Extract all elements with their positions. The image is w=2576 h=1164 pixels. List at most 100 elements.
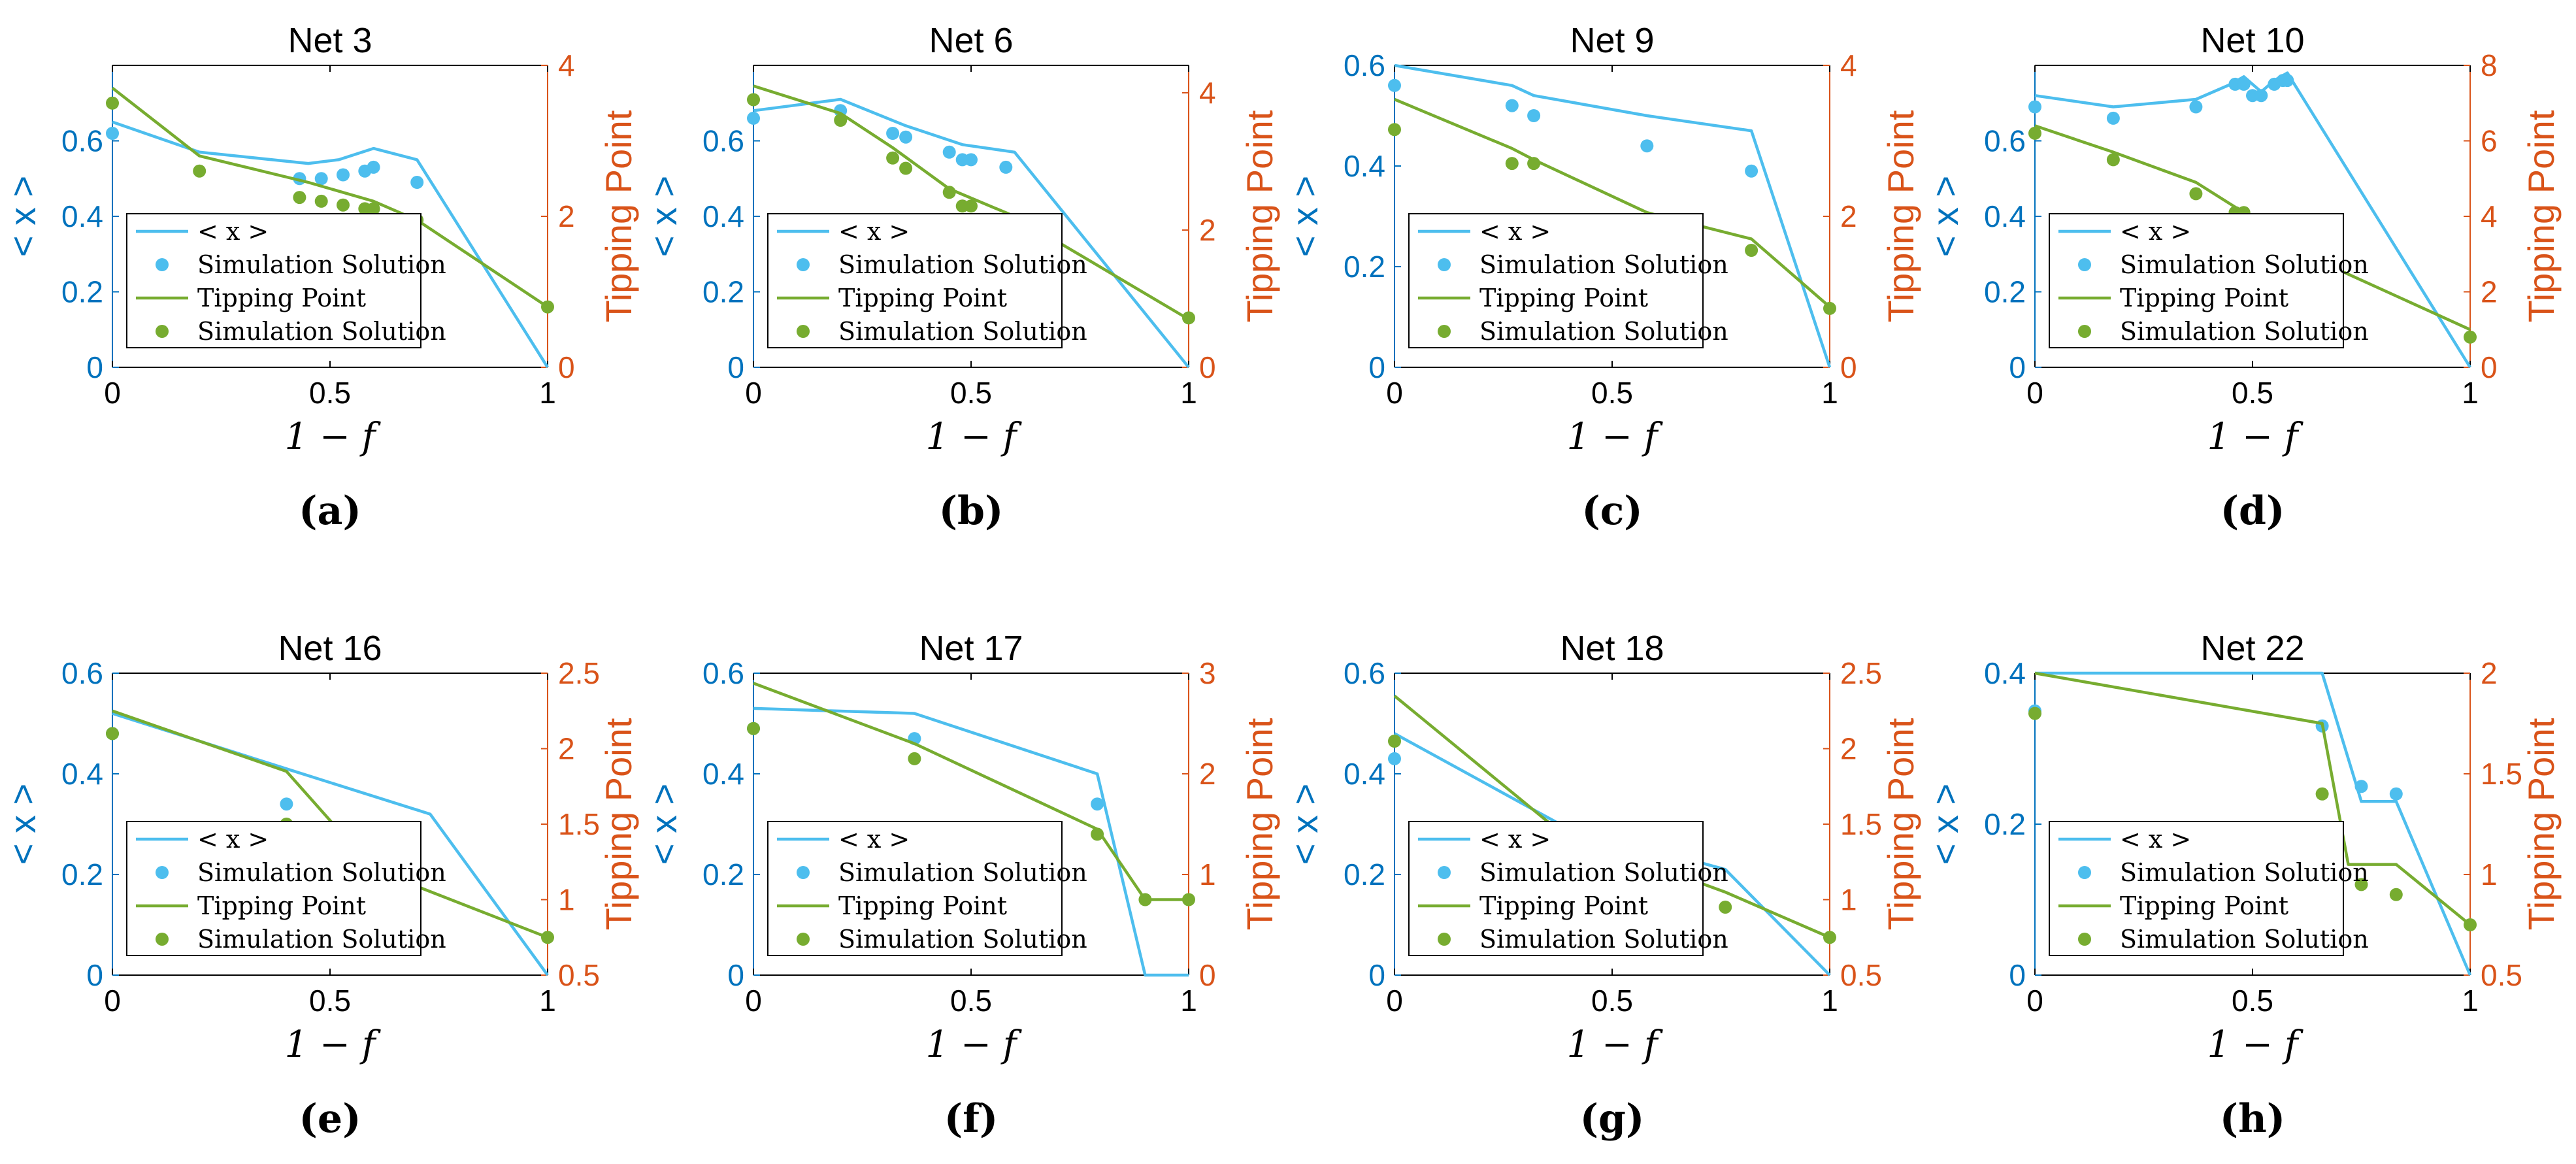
data-point (2106, 153, 2120, 167)
data-point (541, 931, 554, 944)
legend: < x > Simulation Solution Tipping Point Sim… (2049, 213, 2369, 348)
data-point (1527, 157, 1541, 171)
data-point (1823, 931, 1836, 944)
data-point (1091, 827, 1104, 841)
right-y-tick-label: 1.5 (558, 807, 600, 841)
x-tick-label: 0 (104, 984, 121, 1018)
right-y-tick-label: 4 (558, 48, 575, 82)
data-point (1388, 123, 1401, 137)
data-point (106, 96, 119, 110)
left-y-axis-label: < x > (1924, 176, 1966, 258)
left-y-tick-label: 0.4 (61, 199, 103, 233)
legend-label: Tipping Point (838, 891, 1007, 920)
data-point (280, 797, 293, 811)
right-y-tick-label: 1.5 (1840, 807, 1882, 841)
data-point (899, 161, 913, 175)
left-y-tick-label: 0.4 (61, 757, 103, 791)
legend: < x > Simulation Solution Tipping Point Sim… (1408, 821, 1728, 956)
right-y-tick-label: 0.5 (558, 958, 600, 992)
legend-dot-marker (2078, 933, 2091, 946)
legend-dot-marker (156, 258, 169, 271)
data-point (834, 114, 848, 127)
legend-label: Simulation Solution (197, 250, 446, 279)
left-y-tick-label: 0.6 (61, 656, 103, 690)
right-y-tick-label: 1 (558, 883, 575, 917)
right-y-axis-label: Tipping Point (1880, 718, 1921, 930)
legend-label: Simulation Solution (2120, 925, 2369, 954)
legend-label: < x > (838, 217, 910, 246)
legend-label: Tipping Point (197, 284, 366, 312)
x-tick-label: 0 (1386, 376, 1403, 410)
legend-dot-marker (1438, 933, 1451, 946)
series-line (112, 120, 549, 369)
right-y-tick-label: 0.5 (2481, 958, 2522, 992)
legend-box (126, 821, 421, 956)
legend-label: Simulation Solution (838, 925, 1087, 954)
panel-label: (c) (1581, 488, 1642, 534)
data-point (999, 160, 1013, 174)
right-y-tick-label: 0 (1199, 350, 1216, 384)
data-point (2028, 126, 2041, 140)
left-y-axis-label: < x > (1284, 784, 1325, 865)
chart-title: Net 18 (1560, 629, 1664, 668)
legend-dot-marker (797, 933, 810, 946)
left-y-tick-label: 0.6 (1984, 124, 2026, 158)
data-point (337, 198, 350, 212)
right-y-tick-label: 8 (2481, 48, 2498, 82)
legend-label: Simulation Solution (1479, 250, 1728, 279)
data-point (1388, 735, 1401, 748)
data-point (2189, 100, 2203, 114)
right-y-tick-label: 6 (2481, 124, 2498, 158)
data-point (942, 186, 956, 199)
legend-dot-marker (1438, 325, 1451, 338)
legend-dot-marker (1438, 866, 1451, 879)
legend-dot-marker (156, 325, 169, 338)
left-y-tick-label: 0.6 (702, 124, 744, 158)
panel-label: (h) (2220, 1096, 2285, 1142)
x-tick-label: 0.5 (950, 376, 992, 410)
right-y-tick-label: 0 (2481, 350, 2498, 384)
left-y-tick-label: 0 (86, 958, 103, 992)
data-point (2254, 89, 2268, 103)
data-point (1640, 139, 1654, 153)
left-y-tick-label: 0.2 (1984, 807, 2026, 841)
right-y-tick-label: 2 (1840, 199, 1857, 233)
data-point (965, 153, 978, 167)
data-point (1091, 797, 1104, 811)
chart-title: Net 3 (288, 21, 372, 60)
data-point (2389, 888, 2403, 901)
data-point (106, 727, 119, 740)
left-y-tick-label: 0.4 (1344, 149, 1385, 183)
x-tick-label: 0 (2026, 984, 2043, 1018)
panel-label: (a) (299, 488, 361, 534)
chart-title: Net 16 (278, 629, 382, 668)
legend-dot-marker (2078, 866, 2091, 879)
right-y-axis-label: Tipping Point (598, 110, 639, 322)
legend-label: Simulation Solution (2120, 317, 2369, 346)
legend-label: < x > (1479, 217, 1551, 246)
legend-dot-marker (797, 325, 810, 338)
legend-label: Simulation Solution (197, 317, 446, 346)
data-point (1505, 99, 1519, 112)
data-point (747, 722, 760, 735)
left-y-tick-label: 0 (727, 958, 744, 992)
left-y-tick-label: 0.4 (1984, 199, 2026, 233)
x-tick-label: 1 (2462, 984, 2479, 1018)
legend-label: Tipping Point (2120, 284, 2288, 312)
series-line (1394, 97, 1831, 308)
data-point (1745, 244, 1759, 257)
data-point (410, 176, 424, 189)
legend-dot-marker (797, 866, 810, 879)
x-tick-label: 0.5 (2232, 376, 2273, 410)
data-point (1505, 157, 1519, 171)
right-y-axis-label: Tipping Point (598, 718, 639, 930)
data-point (2354, 780, 2368, 793)
panel-label: (f) (944, 1096, 999, 1142)
x-axis-label: 1 − f (926, 416, 1023, 458)
x-tick-label: 1 (539, 376, 556, 410)
data-point (2389, 787, 2403, 801)
x-axis-label: 1 − f (285, 1023, 382, 1066)
right-y-tick-label: 0 (1840, 350, 1857, 384)
